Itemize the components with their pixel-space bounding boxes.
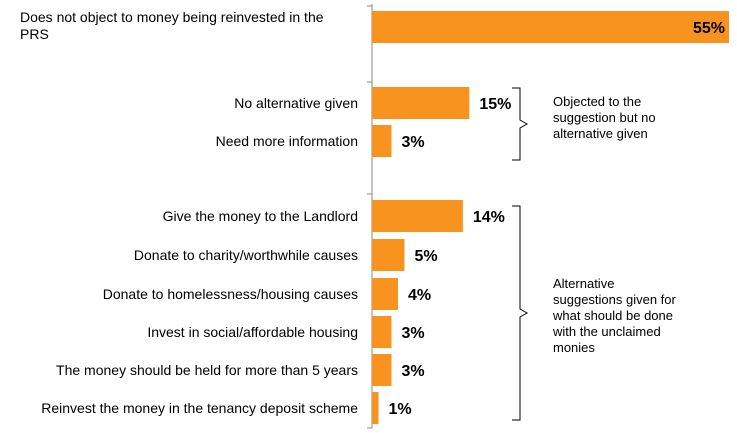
bar-layer [372, 11, 729, 424]
value-label-5: 4% [408, 287, 431, 304]
bar-6 [372, 316, 392, 348]
category-label-2: Need more information [216, 133, 358, 149]
bar-3 [372, 200, 463, 232]
value-label-6: 3% [401, 325, 424, 342]
bar-2 [372, 125, 392, 157]
bar-0 [372, 11, 729, 43]
value-label-4: 5% [414, 248, 437, 265]
category-label-5: Donate to homelessness/housing causes [103, 286, 358, 302]
category-label-8: Reinvest the money in the tenancy deposi… [41, 400, 358, 416]
group-label-1: Alternative suggestions given for what sho… [552, 276, 677, 355]
value-label-3: 14% [473, 209, 505, 226]
category-label-7: The money should be held for more than 5… [56, 362, 358, 378]
bar-8 [372, 392, 379, 424]
bar-7 [372, 354, 392, 386]
group-label-0: Objected to the suggestion but no alternat… [553, 94, 656, 141]
bar-5 [372, 278, 398, 310]
value-label-7: 3% [401, 363, 424, 380]
value-label-0: 55% [693, 20, 725, 37]
group-layer: Objected to the suggestion but no alternat… [512, 87, 677, 421]
group-bracket-0 [512, 87, 529, 161]
group-bracket-1 [512, 205, 529, 421]
category-label-6: Invest in social/affordable housing [147, 324, 358, 340]
value-label-8: 1% [388, 401, 411, 418]
category-label-1: No alternative given [234, 95, 358, 111]
label-layer: Does not object to money being reinveste… [20, 9, 725, 418]
value-label-1: 15% [479, 96, 511, 113]
bar-1 [372, 87, 470, 119]
category-label-4: Donate to charity/worthwhile causes [134, 247, 358, 263]
category-label-0: Does not object to money being reinveste… [20, 9, 324, 42]
category-label-3: Give the money to the Landlord [163, 208, 358, 224]
axis-layer [367, 4, 373, 429]
bar-4 [372, 239, 405, 271]
value-label-2: 3% [401, 134, 424, 151]
